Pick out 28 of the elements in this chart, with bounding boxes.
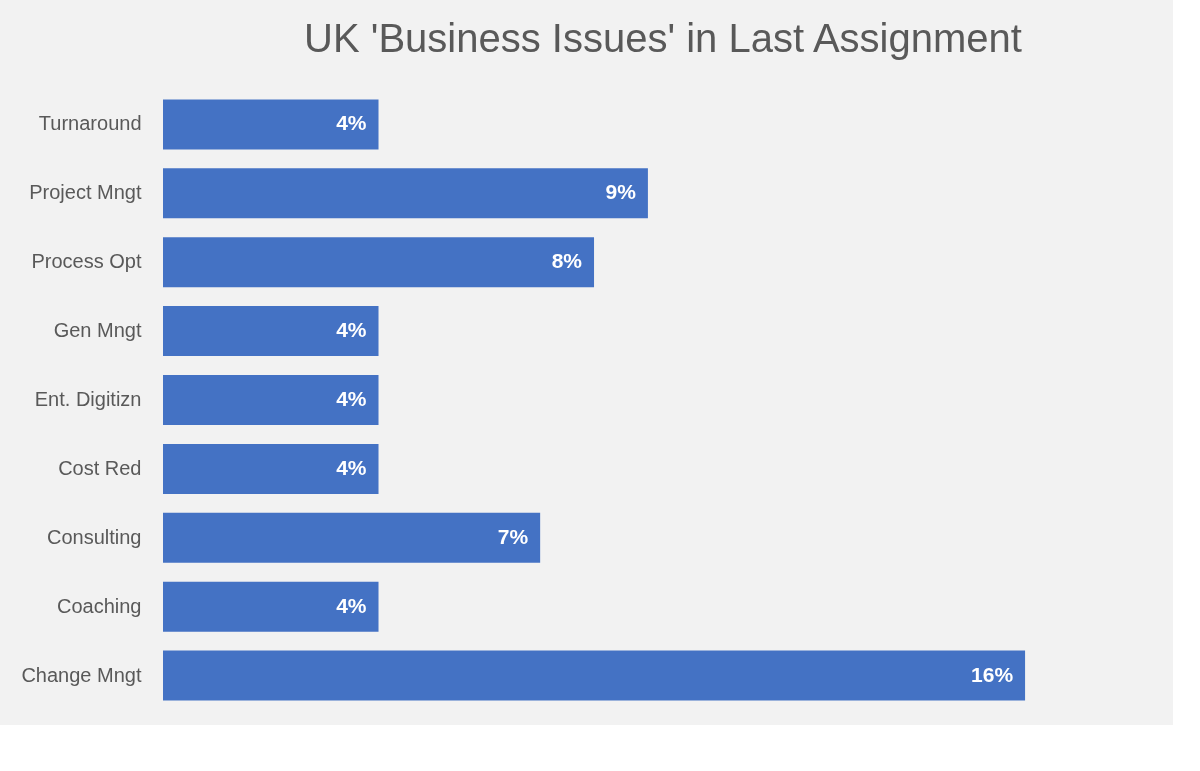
bar: [163, 650, 1026, 701]
bar: [163, 512, 541, 563]
bar: [163, 237, 595, 288]
chart-title: UK 'Business Issues' in Last Assignment: [304, 16, 1022, 60]
data-label: 7%: [497, 524, 529, 548]
bar: [163, 306, 379, 357]
bar: [163, 99, 379, 150]
data-label: 4%: [336, 318, 367, 342]
bar: [163, 168, 648, 219]
data-label: 16%: [971, 662, 1014, 686]
data-label: 4%: [336, 387, 367, 410]
data-label: 9%: [605, 180, 637, 204]
data-label: 4%: [336, 111, 367, 135]
y-tick-label: Ent. Digitizn: [34, 388, 142, 410]
y-tick-label: Change Mngt: [21, 663, 142, 686]
y-tick-label: Project Mngt: [29, 181, 142, 204]
data-label: 8%: [551, 249, 583, 273]
bar: [163, 375, 379, 425]
y-tick-label: Gen Mngt: [53, 319, 142, 342]
y-tick-label: Coaching: [56, 594, 142, 617]
data-label: 4%: [336, 593, 367, 617]
y-tick-label: Turnaround: [38, 112, 142, 135]
y-tick-label: Process Opt: [31, 250, 142, 273]
bar: [163, 581, 379, 632]
y-tick-label: Cost Red: [58, 456, 142, 479]
bar: [163, 443, 379, 494]
y-tick-label: Consulting: [46, 525, 142, 548]
data-label: 4%: [336, 455, 367, 479]
